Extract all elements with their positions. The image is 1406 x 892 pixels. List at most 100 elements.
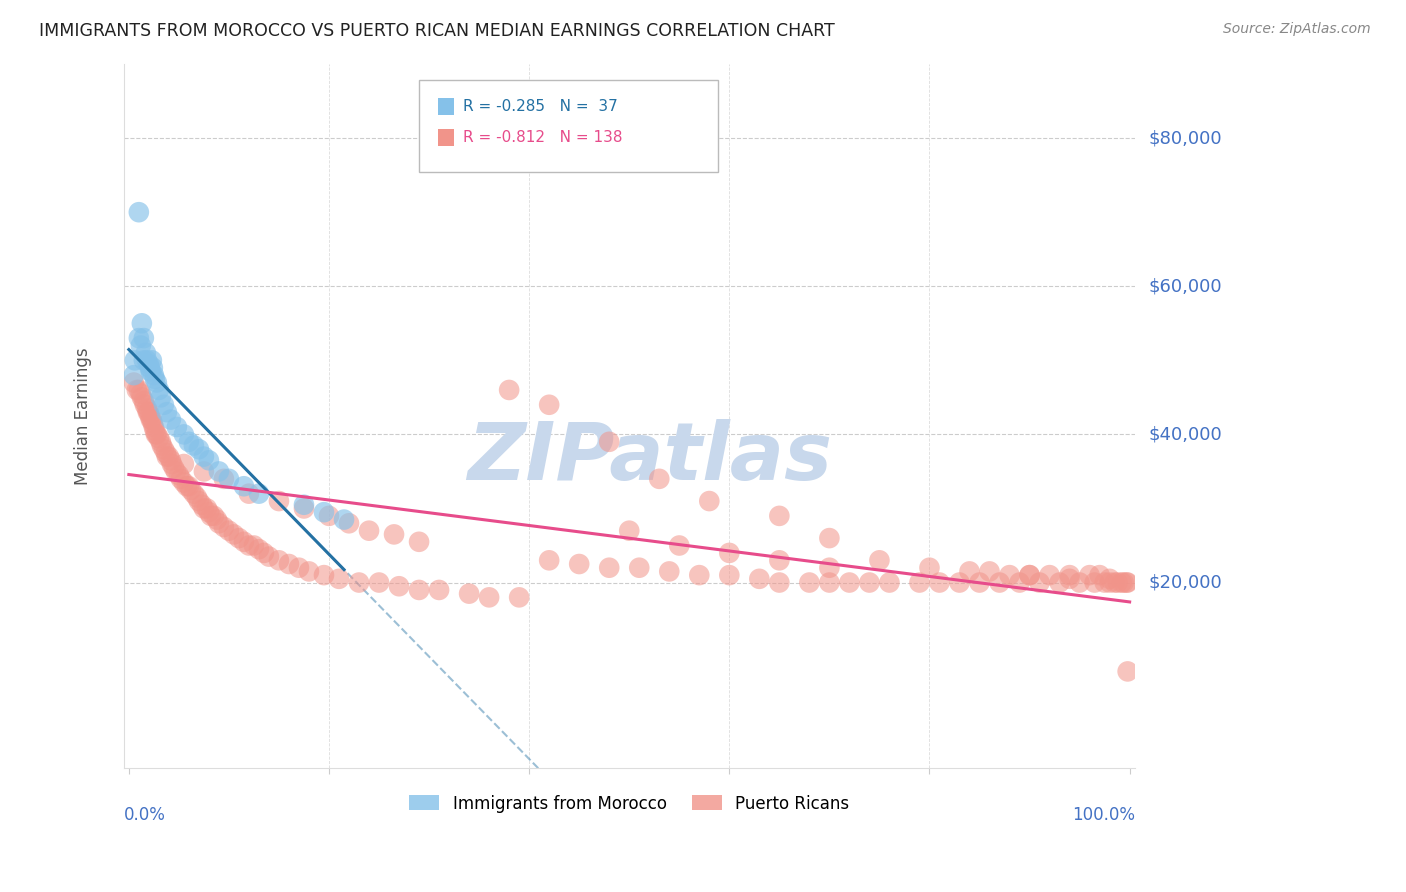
Point — [180, 483, 202, 497]
Point — [148, 431, 170, 445]
Point — [1059, 572, 1081, 586]
Point — [382, 527, 405, 541]
Point — [668, 539, 690, 553]
Point — [222, 527, 245, 541]
Point — [135, 353, 157, 368]
Point — [138, 405, 160, 419]
Point — [658, 565, 681, 579]
Point — [163, 460, 186, 475]
Point — [267, 494, 290, 508]
Point — [969, 575, 991, 590]
Point — [142, 417, 165, 431]
Point — [688, 568, 710, 582]
Point — [347, 575, 370, 590]
Point — [243, 539, 266, 553]
Point — [160, 457, 183, 471]
Point — [1018, 568, 1040, 582]
Point — [458, 587, 481, 601]
Point — [998, 568, 1021, 582]
Point — [177, 479, 200, 493]
Point — [948, 575, 970, 590]
Point — [145, 427, 167, 442]
Point — [150, 438, 173, 452]
Text: IMMIGRANTS FROM MOROCCO VS PUERTO RICAN MEDIAN EARNINGS CORRELATION CHART: IMMIGRANTS FROM MOROCCO VS PUERTO RICAN … — [39, 22, 835, 40]
Point — [132, 331, 155, 345]
Point — [208, 516, 231, 531]
Point — [142, 360, 165, 375]
Point — [408, 582, 430, 597]
Point — [257, 549, 280, 564]
Point — [818, 531, 841, 545]
Point — [153, 398, 176, 412]
Point — [988, 575, 1011, 590]
Point — [328, 572, 350, 586]
Text: Source: ZipAtlas.com: Source: ZipAtlas.com — [1223, 22, 1371, 37]
Point — [1115, 575, 1137, 590]
Point — [292, 498, 315, 512]
Point — [142, 368, 165, 383]
Text: 0.0%: 0.0% — [124, 806, 166, 824]
Point — [149, 434, 172, 449]
Point — [818, 575, 841, 590]
Point — [218, 524, 240, 538]
Point — [697, 494, 720, 508]
Point — [768, 575, 790, 590]
Point — [191, 498, 214, 512]
Point — [868, 553, 890, 567]
Point — [427, 582, 450, 597]
Point — [131, 390, 153, 404]
Point — [368, 575, 391, 590]
Point — [648, 472, 671, 486]
Point — [139, 412, 162, 426]
Point — [160, 453, 183, 467]
Point — [187, 494, 209, 508]
Point — [1107, 575, 1129, 590]
Point — [278, 557, 301, 571]
Point — [232, 534, 254, 549]
Point — [186, 491, 208, 505]
Point — [173, 427, 195, 442]
Point — [1084, 575, 1107, 590]
Point — [136, 405, 159, 419]
Point — [838, 575, 860, 590]
Point — [1018, 568, 1040, 582]
Point — [149, 390, 172, 404]
Point — [183, 438, 205, 452]
Text: Median Earnings: Median Earnings — [75, 347, 93, 484]
Point — [1028, 575, 1050, 590]
Point — [247, 542, 270, 557]
Point — [122, 376, 145, 390]
Point — [198, 453, 221, 467]
Point — [167, 468, 190, 483]
Point — [139, 409, 162, 423]
Point — [312, 505, 335, 519]
FancyBboxPatch shape — [419, 79, 718, 172]
Point — [146, 427, 169, 442]
Point — [538, 398, 561, 412]
Point — [122, 368, 145, 383]
Point — [139, 364, 162, 378]
Point — [498, 383, 520, 397]
Point — [124, 353, 146, 368]
Point — [238, 486, 260, 500]
Point — [195, 501, 218, 516]
Point — [238, 539, 260, 553]
Point — [153, 442, 176, 457]
Point — [979, 565, 1001, 579]
Point — [173, 457, 195, 471]
Point — [125, 383, 148, 397]
Point — [134, 398, 156, 412]
Point — [1098, 572, 1121, 586]
Point — [143, 424, 166, 438]
Point — [212, 520, 235, 534]
Text: $60,000: $60,000 — [1149, 277, 1222, 295]
Point — [959, 565, 981, 579]
Point — [1038, 568, 1060, 582]
Text: $20,000: $20,000 — [1149, 574, 1222, 591]
FancyBboxPatch shape — [439, 98, 454, 115]
Point — [132, 394, 155, 409]
Point — [176, 479, 198, 493]
Point — [173, 475, 195, 490]
Point — [187, 442, 209, 457]
Point — [183, 486, 205, 500]
